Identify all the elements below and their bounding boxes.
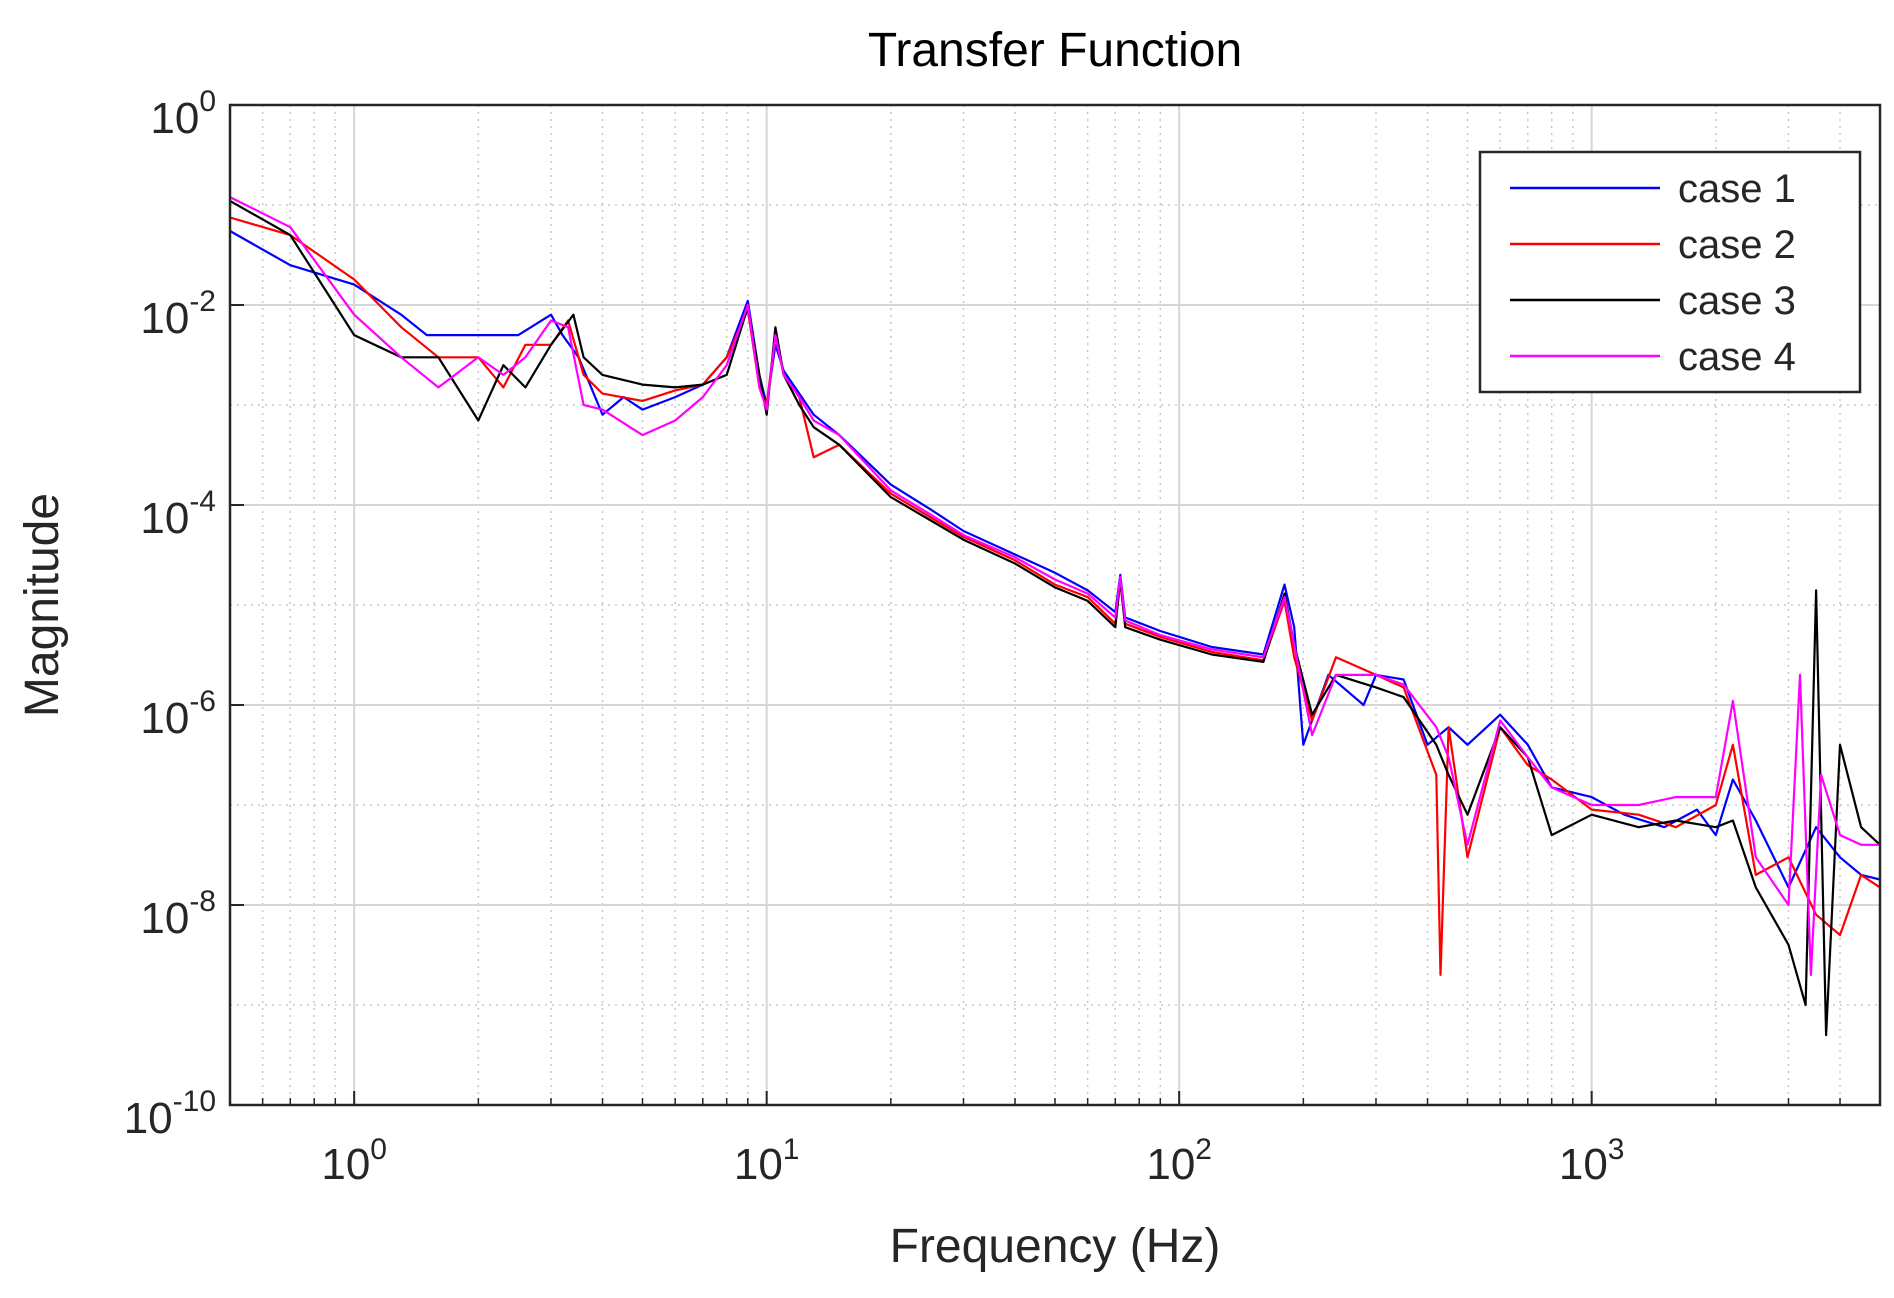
chart-title: Transfer Function: [868, 24, 1242, 77]
legend-box: [1478, 150, 1862, 394]
x-tick-label: 102: [1146, 1133, 1212, 1189]
x-axis-label: Frequency (Hz): [890, 1220, 1221, 1273]
x-axis-ticks: 100 101 102 103: [229, 1091, 1881, 1189]
legend-label-case-4: case 4: [1678, 335, 1796, 379]
y-tick-label: 10-6: [140, 685, 216, 743]
y-tick-label: 10-8: [140, 885, 216, 943]
y-axis-ticks: 100 10-2 10-4 10-6 10-8 10-10: [124, 85, 244, 1143]
x-tick-label: 100: [321, 1133, 387, 1189]
series-line-case-3: [229, 199, 1881, 1037]
legend-label-case-1: case 1: [1678, 167, 1796, 211]
y-tick-label: 10-2: [140, 285, 216, 343]
y-axis-label: Magnitude: [16, 493, 69, 717]
x-tick-label: 103: [1559, 1133, 1625, 1189]
y-tick-label: 10-4: [140, 485, 216, 543]
major-grid: [230, 105, 1880, 1105]
y-tick-label: 100: [150, 85, 216, 143]
legend-label-case-2: case 2: [1678, 223, 1796, 267]
series-line-case-2: [229, 216, 1881, 977]
y-tick-label: 10-10: [124, 1085, 216, 1143]
x-tick-label: 101: [734, 1133, 800, 1189]
legend-label-case-3: case 3: [1678, 279, 1796, 323]
series-layer: [229, 196, 1881, 1037]
legend: case 1 case 2 case 3 case 4: [1478, 150, 1862, 394]
series-line-case-4: [229, 196, 1880, 977]
